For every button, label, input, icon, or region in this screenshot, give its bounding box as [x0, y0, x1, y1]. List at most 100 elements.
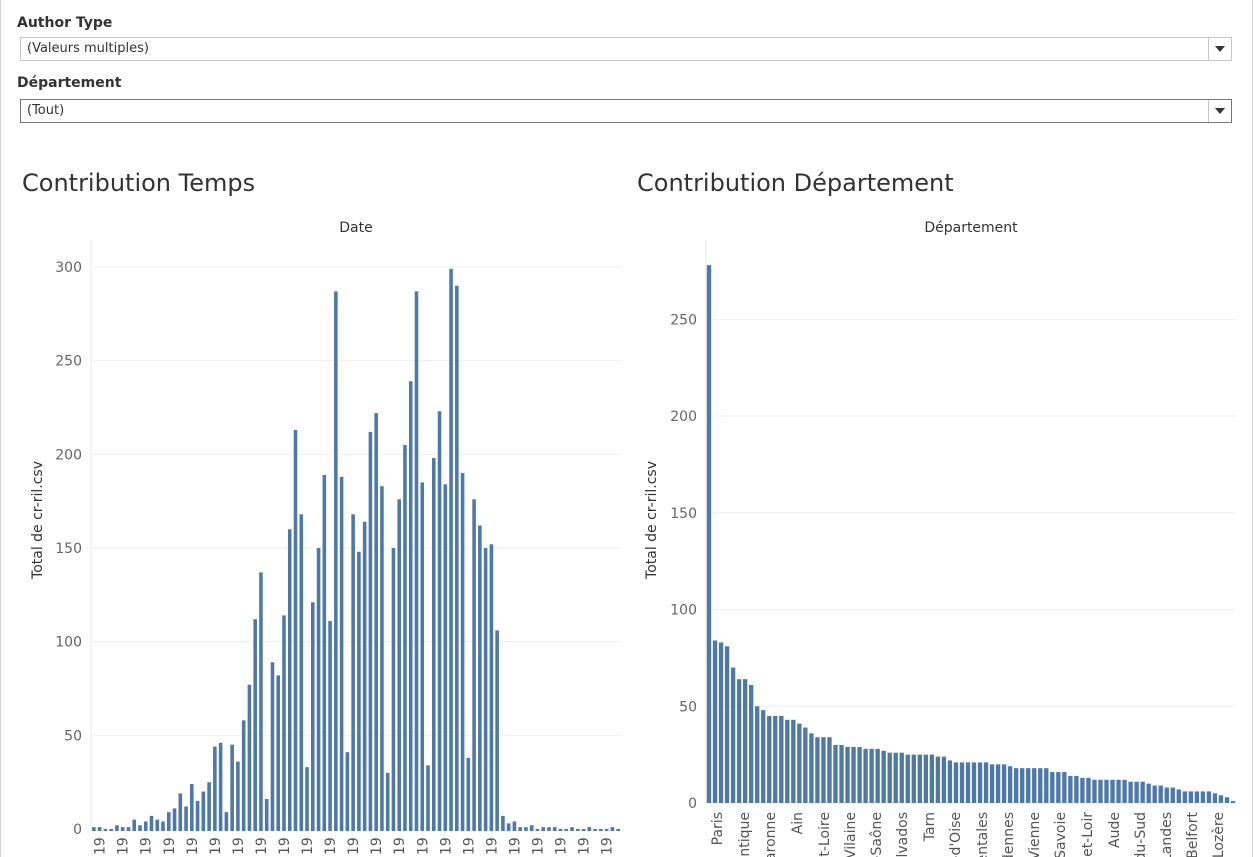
x-tick-label-0: 19 [185, 837, 201, 855]
bar-1 [899, 752, 904, 803]
bar-1 [971, 762, 977, 803]
bar-1 [1230, 801, 1236, 803]
departement-dropdown-button[interactable] [1208, 100, 1231, 122]
chevron-down-icon [1215, 46, 1225, 52]
bar-0 [506, 823, 511, 831]
bar-0 [570, 827, 574, 831]
author-type-dropdown-button[interactable] [1208, 38, 1231, 60]
y-tick-label-0: 300 [55, 260, 82, 276]
x-tick-label-1: dennes [1001, 812, 1017, 857]
bar-0 [230, 744, 234, 831]
bar-1 [1001, 764, 1007, 803]
bar-0 [460, 473, 465, 831]
bar-0 [552, 827, 557, 831]
bar-1 [887, 752, 892, 803]
x-tick-label-0: 19 [392, 837, 408, 855]
bar-1 [965, 762, 971, 803]
x-tick-label-0: 19 [139, 837, 155, 855]
bar-0 [547, 827, 551, 831]
x-tick-label-0: 19 [577, 837, 593, 855]
y-tick-label-0: 50 [64, 728, 82, 744]
bar-1 [730, 667, 736, 803]
bar-0 [524, 827, 528, 831]
departement-value: (Tout) [27, 103, 65, 118]
x-tick-label-0: 19 [507, 837, 523, 855]
bar-0 [616, 829, 620, 831]
bar-1 [1068, 775, 1073, 803]
bar-1 [959, 762, 965, 803]
bar-0 [132, 819, 136, 831]
bar-0 [581, 829, 586, 831]
y-tick-label-0: 0 [73, 822, 82, 838]
y-tick-label-0: 150 [55, 541, 82, 557]
bar-0 [483, 548, 488, 831]
bar-0 [172, 808, 177, 831]
bar-1 [712, 640, 718, 803]
bar-1 [869, 748, 874, 803]
x-tick-label-0: 19 [93, 837, 109, 855]
y-tick-label-0: 250 [55, 354, 82, 370]
bar-0 [564, 829, 569, 831]
x-tick-label-1: entales [975, 812, 991, 857]
bar-1 [1050, 772, 1055, 803]
bar-1 [724, 646, 730, 803]
x-tick-label-0: 19 [461, 837, 477, 855]
bar-1 [1116, 779, 1121, 803]
x-tick-label-1: Paris [710, 812, 726, 845]
bar-1 [1128, 781, 1133, 803]
y-tick-label-1: 250 [670, 312, 697, 328]
bar-0 [512, 821, 517, 831]
bar-1 [1122, 779, 1127, 803]
bar-0 [305, 767, 309, 831]
x-tick-label-1: lvados [895, 812, 911, 857]
bar-0 [472, 499, 476, 831]
x-tick-label-0: 19 [231, 837, 247, 855]
bar-1 [941, 756, 947, 803]
bar-1 [1086, 777, 1091, 803]
bar-1 [1224, 797, 1230, 803]
bar-0 [126, 827, 131, 831]
x-tick-label-0: 19 [116, 837, 132, 855]
chart-title-departement: Contribution Département [637, 169, 954, 197]
bar-0 [224, 812, 229, 831]
author-type-select[interactable]: (Valeurs multiples) [20, 37, 1232, 61]
bar-0 [339, 476, 344, 831]
x-tick-label-0: 19 [346, 837, 362, 855]
bar-1 [815, 737, 820, 803]
bar-0 [385, 772, 390, 831]
bar-1 [1044, 768, 1049, 803]
x-tick-label-0: 19 [600, 837, 616, 855]
chart-title-temps: Contribution Temps [22, 169, 256, 197]
bar-0 [92, 827, 96, 831]
bar-0 [535, 829, 540, 831]
bar-1 [1038, 768, 1043, 803]
bar-0 [247, 684, 252, 831]
bar-0 [109, 829, 113, 831]
bar-1 [736, 679, 742, 803]
x-tick-label-0: 19 [323, 837, 339, 855]
bar-1 [953, 762, 959, 803]
bar-0 [299, 514, 304, 831]
bar-0 [501, 815, 505, 831]
x-tick-label-0: 19 [162, 837, 178, 855]
bar-1 [742, 679, 748, 803]
departement-select[interactable]: (Tout) [20, 99, 1232, 123]
bar-1 [983, 762, 989, 803]
bar-0 [362, 521, 367, 831]
bar-1 [779, 715, 784, 803]
bar-0 [426, 765, 430, 831]
bar-0 [270, 662, 275, 831]
bar-1 [1056, 772, 1061, 803]
x-tick-label-0: 19 [254, 837, 270, 855]
bar-0 [236, 761, 240, 831]
bar-1 [755, 706, 760, 803]
bar-0 [241, 720, 246, 831]
bar-0 [357, 551, 361, 831]
bar-0 [541, 827, 546, 831]
bar-0 [328, 621, 332, 831]
bar-1 [845, 746, 850, 803]
bar-1 [893, 752, 898, 803]
bar-1 [1152, 785, 1157, 803]
bar-0 [374, 413, 378, 831]
bar-0 [587, 827, 592, 831]
